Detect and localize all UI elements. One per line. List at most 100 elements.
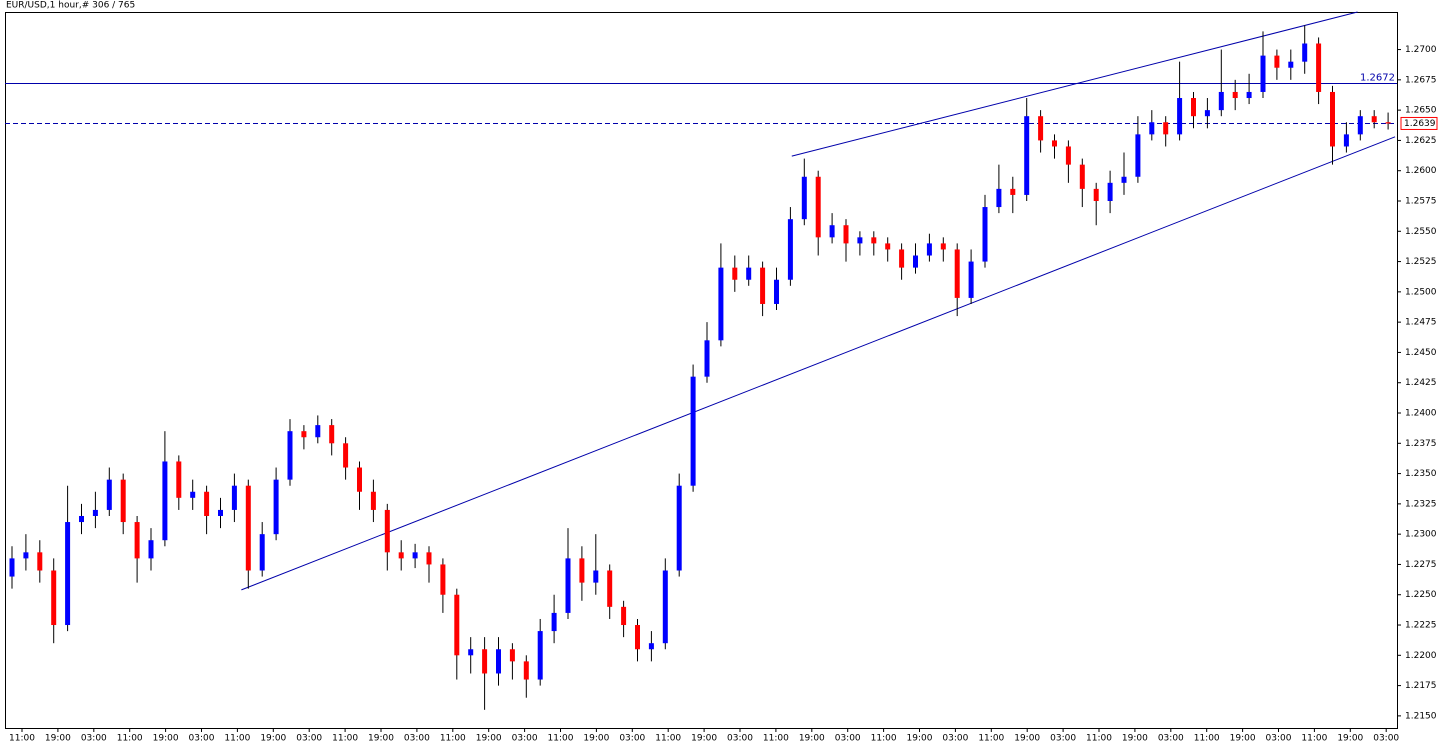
- x-tick-label: 11:00: [763, 734, 789, 744]
- x-tick-label: 11:00: [871, 734, 897, 744]
- x-tick-label: 19:00: [1014, 734, 1040, 744]
- candle-body: [37, 552, 43, 571]
- x-tick-label: 19:00: [260, 734, 286, 744]
- x-tick-label: 03:00: [81, 734, 107, 744]
- y-tick-label: 1.2200: [1405, 651, 1437, 661]
- y-tick-label: 1.2575: [1405, 196, 1437, 206]
- candle-body: [65, 522, 71, 626]
- candle-body: [273, 479, 279, 535]
- y-tick-label: 1.2700: [1405, 45, 1437, 55]
- candle-body: [148, 540, 154, 559]
- candle-body: [607, 570, 613, 607]
- x-tick-label: 11:00: [332, 734, 358, 744]
- y-tick-label: 1.2525: [1405, 257, 1437, 267]
- candle-body: [231, 485, 237, 510]
- candle-body: [1330, 91, 1335, 147]
- candle-body: [968, 261, 974, 298]
- candle-body: [1274, 55, 1280, 68]
- candle-body: [1316, 43, 1322, 92]
- candle-body: [1163, 122, 1169, 135]
- candle-body: [190, 491, 196, 498]
- candle-body: [426, 552, 432, 565]
- candle-body: [885, 243, 891, 250]
- candle-body: [635, 625, 640, 650]
- candle-body: [1302, 43, 1308, 62]
- candle-body: [996, 188, 1002, 208]
- x-tick-label: 19:00: [907, 734, 933, 744]
- x-tick-label: 03:00: [1158, 734, 1184, 744]
- y-tick-label: 1.2650: [1405, 106, 1437, 116]
- candle-body: [565, 558, 571, 613]
- candle-body: [1010, 188, 1016, 195]
- candle-body: [259, 534, 265, 571]
- candle-body: [245, 485, 251, 571]
- candle-body: [523, 661, 529, 680]
- candle-body: [787, 219, 793, 280]
- x-tick-label: 11:00: [655, 734, 681, 744]
- candle-body: [496, 649, 501, 674]
- candle-body: [676, 485, 682, 571]
- y-tick-label: 1.2225: [1405, 621, 1437, 631]
- candle-body: [134, 522, 140, 559]
- candle-body: [1093, 188, 1099, 201]
- candle-body: [1079, 164, 1085, 189]
- x-tick-label: 11:00: [1301, 734, 1327, 744]
- x-tick-label: 03:00: [404, 734, 430, 744]
- candle-body: [648, 643, 654, 650]
- x-tick-label: 03:00: [835, 734, 861, 744]
- candle-body: [621, 606, 627, 626]
- bid-box: [1400, 116, 1438, 130]
- y-tick-label: 1.2550: [1405, 227, 1437, 237]
- candle-body: [1260, 55, 1266, 92]
- candle-body: [204, 491, 210, 516]
- candle-body: [926, 243, 932, 256]
- candle-body: [23, 552, 29, 559]
- y-tick-label: 1.2375: [1405, 439, 1437, 449]
- x-tick-label: 11:00: [9, 734, 35, 744]
- candle-body: [1052, 140, 1057, 147]
- y-tick-label: 1.2425: [1405, 378, 1437, 388]
- candle-body: [1191, 98, 1196, 117]
- y-tick-label: 1.2250: [1405, 590, 1437, 600]
- x-tick-label: 11:00: [548, 734, 574, 744]
- candle-body: [1232, 91, 1238, 99]
- x-tick-label: 11:00: [1086, 734, 1112, 744]
- x-tick-label: 03:00: [942, 734, 968, 744]
- candle-body: [940, 243, 946, 250]
- x-tick-label: 19:00: [476, 734, 502, 744]
- candle-body: [370, 491, 376, 510]
- candle-body: [1038, 116, 1044, 141]
- candle-body: [1357, 116, 1363, 135]
- candle-body: [871, 237, 877, 244]
- level-label: 1.2672: [1360, 72, 1395, 83]
- candle-body: [9, 558, 15, 577]
- candle-body: [760, 267, 766, 304]
- x-tick-label: 03:00: [296, 734, 322, 744]
- plot-frame: [5, 12, 1398, 729]
- candle-body: [829, 225, 835, 238]
- candle-body: [913, 255, 918, 268]
- y-tick-label: 1.2500: [1405, 287, 1437, 297]
- candle-body: [1385, 122, 1391, 124]
- candle-body: [690, 376, 696, 486]
- x-tick-label: 19:00: [1122, 734, 1148, 744]
- candle-body: [343, 443, 349, 468]
- candle-body: [704, 340, 710, 377]
- candle-body: [106, 479, 112, 510]
- candle-body: [662, 570, 668, 644]
- candle-body: [120, 479, 126, 523]
- y-tick-label: 1.2475: [1405, 318, 1437, 328]
- candle-body: [287, 431, 293, 480]
- candle-body: [593, 570, 599, 583]
- x-tick-label: 11:00: [1194, 734, 1220, 744]
- candle-body: [176, 461, 182, 498]
- candle-body: [1024, 116, 1030, 195]
- candle-body: [454, 594, 460, 656]
- x-tick-label: 03:00: [1373, 734, 1399, 744]
- candle-body: [329, 425, 335, 444]
- candle-body: [718, 267, 724, 341]
- candle-body: [440, 564, 446, 595]
- candle-body: [315, 425, 321, 438]
- y-tick-label: 1.2675: [1405, 75, 1437, 85]
